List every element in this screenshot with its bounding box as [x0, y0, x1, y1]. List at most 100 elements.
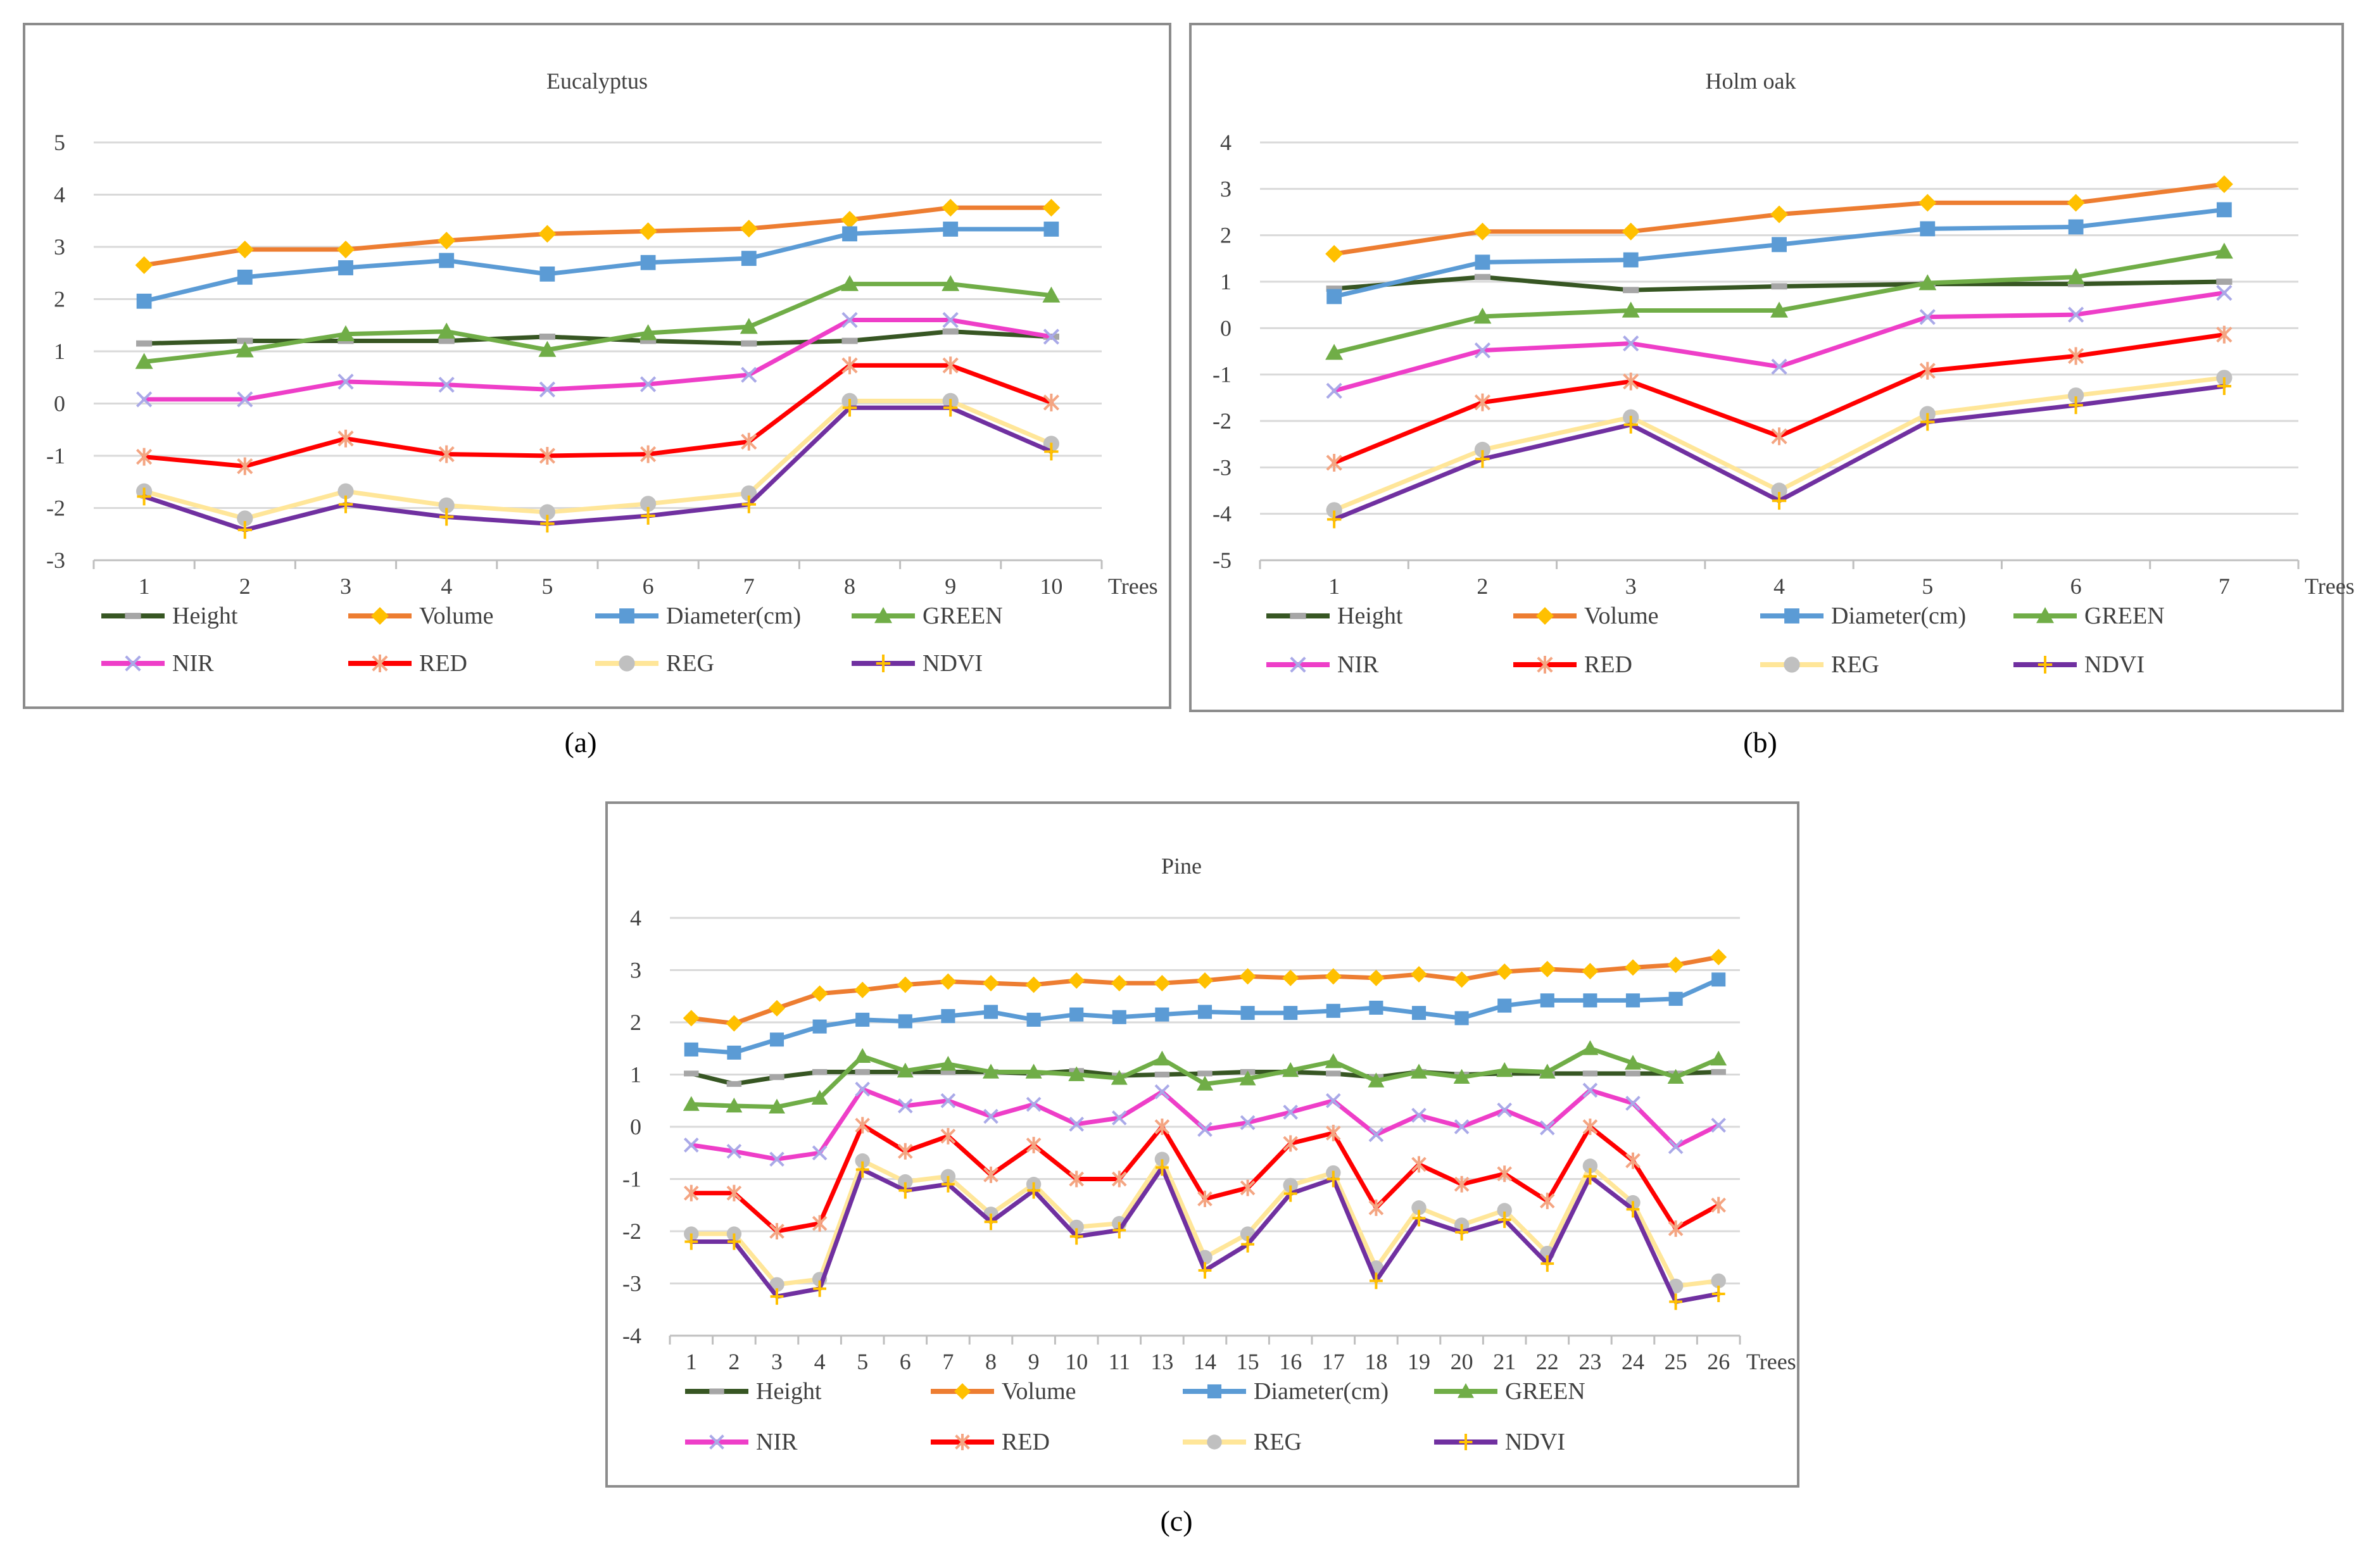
x-tick-label: 6 [643, 574, 654, 599]
data-point [237, 457, 253, 475]
data-point [1154, 975, 1171, 992]
data-point [1539, 960, 1556, 977]
data-point [943, 222, 959, 237]
data-point [898, 1182, 912, 1199]
x-tick-label: 2 [728, 1349, 740, 1374]
data-point [135, 391, 153, 408]
legend-item-red: RED [348, 650, 467, 677]
data-point [741, 367, 757, 383]
data-point [1623, 335, 1639, 352]
data-point [1325, 968, 1342, 985]
x-tick-label: 7 [2219, 574, 2230, 599]
data-point [1474, 393, 1491, 411]
legend-item-diameter-cm: Diameter(cm) [1760, 603, 1966, 629]
data-point [1771, 283, 1787, 290]
data-point [1625, 1096, 1641, 1111]
data-point [1111, 1110, 1127, 1126]
data-point [813, 1280, 826, 1297]
data-point [1283, 1185, 1297, 1202]
legend-label: NDVI [923, 650, 983, 677]
data-point [983, 1005, 998, 1019]
x-tick-label: 4 [814, 1349, 826, 1374]
data-point [2069, 396, 2083, 415]
legend-swatch-marker [619, 655, 635, 672]
legend-swatch-marker [876, 655, 891, 672]
data-point [841, 337, 858, 344]
series-red [683, 1117, 1727, 1239]
data-point [984, 1214, 998, 1231]
data-point [337, 325, 355, 341]
y-tick-label: -3 [1213, 455, 1232, 480]
legend-item-green: GREEN [2013, 603, 2165, 629]
data-point [1240, 1179, 1256, 1196]
data-point [1326, 510, 1342, 529]
data-point [236, 241, 254, 259]
data-point [1711, 1069, 1726, 1075]
data-point [1474, 441, 1491, 458]
series-red [1326, 325, 2233, 472]
legend-label: Height [172, 603, 238, 629]
data-point [942, 199, 960, 217]
x-tick-label: 7 [743, 574, 755, 599]
data-point [438, 445, 455, 463]
data-point [640, 496, 657, 512]
series-volume [135, 199, 1061, 274]
x-tick-label: 1 [686, 1349, 697, 1374]
data-point [1625, 993, 1641, 1008]
y-tick-label: -5 [1213, 548, 1232, 573]
legend-swatch-marker [955, 1434, 970, 1450]
legend-swatch-marker [1207, 1384, 1222, 1399]
y-tick-label: 1 [54, 339, 65, 364]
data-point [812, 1215, 828, 1232]
data-point [1496, 963, 1513, 980]
x-tick-label: 15 [1237, 1349, 1259, 1374]
data-point [1772, 237, 1787, 253]
data-point [897, 976, 914, 993]
data-point [812, 1145, 828, 1161]
x-tick-label: 6 [2070, 574, 2082, 599]
data-point [1668, 991, 1683, 1006]
data-point [337, 373, 354, 390]
data-point [1154, 1050, 1171, 1066]
y-tick-label: -2 [622, 1219, 641, 1244]
x-tick-label: 19 [1408, 1349, 1430, 1374]
data-point [1918, 274, 1937, 291]
data-point [855, 1153, 870, 1169]
data-point [1710, 1050, 1727, 1066]
data-point [1918, 194, 1937, 212]
data-point [1771, 358, 1787, 375]
data-point [1411, 1156, 1427, 1173]
data-point [1411, 1006, 1427, 1020]
data-point [1582, 1082, 1598, 1098]
data-point [1043, 222, 1059, 237]
data-point [1154, 1084, 1170, 1100]
data-point [1454, 1119, 1470, 1134]
data-point [1582, 1070, 1598, 1077]
series-nir [683, 1081, 1727, 1167]
legend-label: RED [419, 650, 467, 677]
legend-swatch-marker [1459, 1434, 1473, 1450]
data-point [1711, 1196, 1727, 1214]
legend-swatch-marker [954, 1383, 971, 1400]
data-point [1326, 1003, 1340, 1018]
data-point [726, 1143, 742, 1159]
data-point [684, 1233, 698, 1250]
series-line-ndvi [142, 405, 1054, 532]
data-point [1283, 1006, 1298, 1020]
series-ndvi [1326, 377, 2232, 529]
data-point [684, 1070, 699, 1077]
y-tick-label: 3 [54, 234, 65, 260]
data-point [2217, 377, 2232, 395]
series-diameter-cm [1326, 202, 2232, 304]
data-point [237, 337, 253, 344]
data-point [1069, 1170, 1085, 1188]
x-tick-label: 5 [541, 574, 553, 599]
series-nir [1326, 284, 2233, 399]
data-point [684, 1042, 698, 1057]
legend-item-height: Height [1266, 603, 1403, 629]
legend-label: NIR [756, 1429, 798, 1455]
series-line-diameter-cm [142, 227, 1054, 304]
data-point [1154, 1151, 1170, 1167]
data-point [438, 232, 456, 250]
